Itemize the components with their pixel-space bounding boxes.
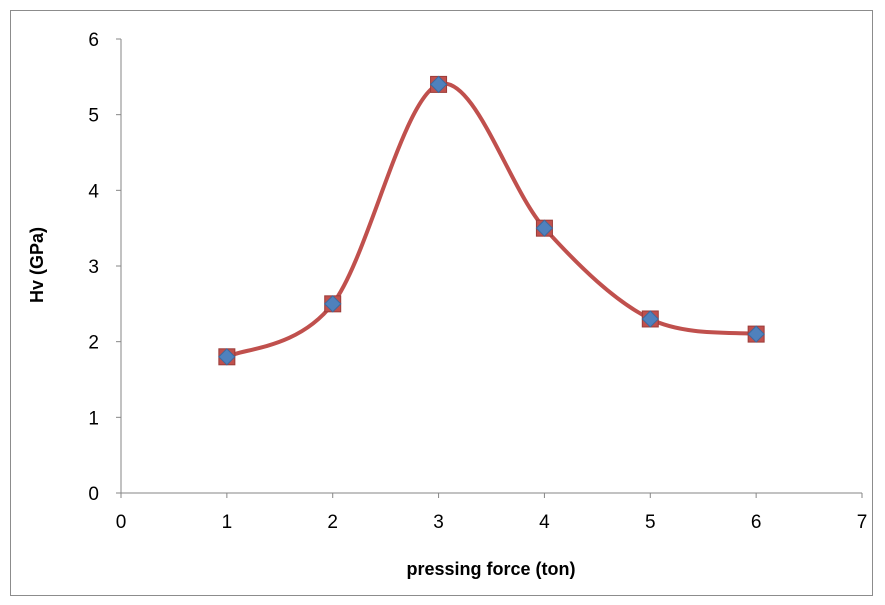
x-tick-label: 1 [222,512,233,533]
y-tick-label: 3 [88,257,99,278]
diamond-marker [535,219,554,237]
axes [116,38,863,498]
tick-labels: 0 1 2 3 4 5 6 0 1 2 3 4 5 6 7 [88,30,867,533]
diamond-marker [747,325,765,343]
diamond-marker [429,75,448,94]
series [218,75,765,366]
series-line [224,81,759,359]
diamond-marker [324,295,342,313]
chart-frame [10,10,873,596]
y-tick-label: 4 [88,181,99,202]
y-tick-label: 1 [88,408,99,429]
y-axis-title: Hv (GPa) [27,227,47,303]
diamond-marker [641,310,659,328]
x-tick-label: 0 [116,512,127,533]
x-tick-label: 7 [857,512,868,533]
x-tick-label: 5 [645,512,656,533]
x-tick-label: 2 [327,512,338,533]
y-tick-label: 2 [88,333,99,354]
y-tick-label: 0 [88,484,99,505]
diamond-marker [218,348,236,366]
x-tick-label: 4 [539,512,550,533]
x-tick-label: 6 [751,512,762,533]
y-tick-label: 6 [88,30,99,51]
y-tick-label: 5 [88,106,99,127]
x-axis-title: pressing force (ton) [406,559,575,579]
x-tick-label: 3 [433,512,444,533]
